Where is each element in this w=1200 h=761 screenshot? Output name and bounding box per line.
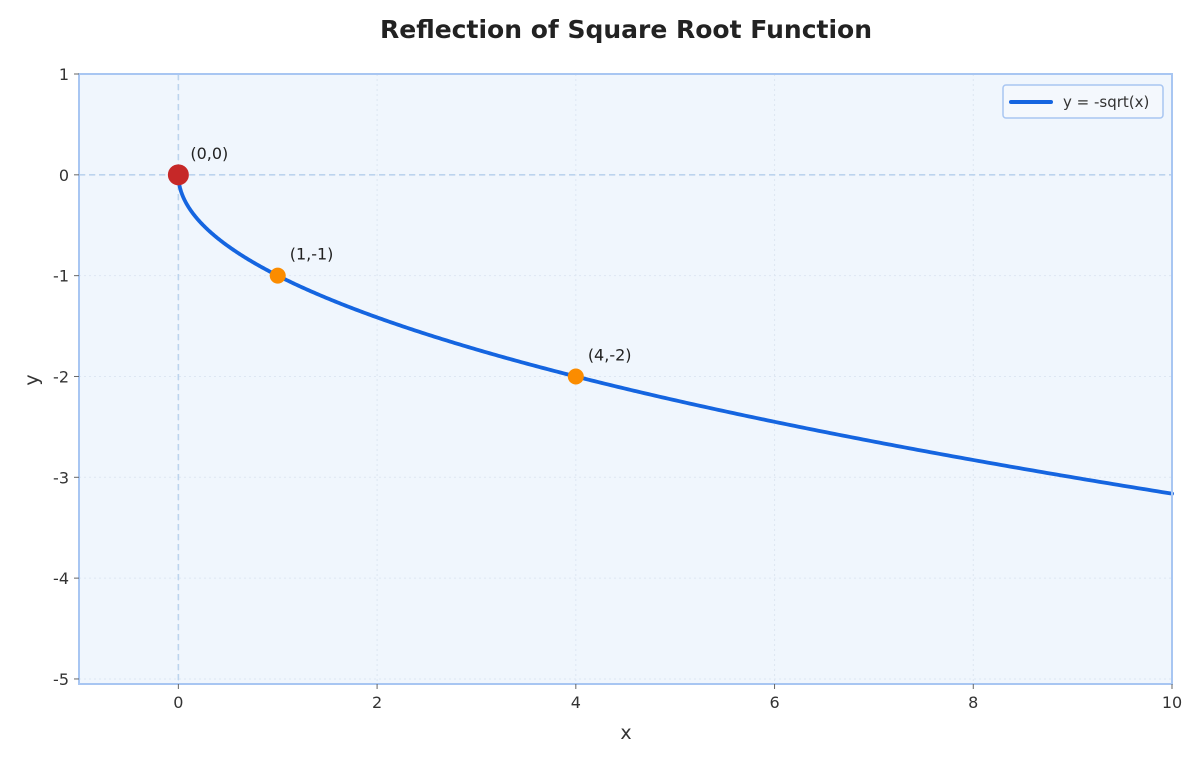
point-marker-2 — [567, 368, 584, 385]
point-marker-1 — [269, 267, 286, 284]
y-axis-label: y — [21, 374, 43, 385]
y-tick-label: 0 — [59, 166, 69, 185]
point-annotation-0: (0,0) — [190, 144, 228, 163]
x-tick-label: 4 — [571, 693, 581, 712]
x-tick-label: 6 — [769, 693, 779, 712]
y-tick-label: -4 — [53, 569, 69, 588]
legend-label: y = -sqrt(x) — [1063, 93, 1149, 111]
x-tick-label: 8 — [968, 693, 978, 712]
x-tick-label: 2 — [372, 693, 382, 712]
x-tick-label: 10 — [1162, 693, 1182, 712]
point-annotation-1: (1,-1) — [290, 245, 334, 264]
y-tick-label: -1 — [53, 267, 69, 286]
y-tick-label: -2 — [53, 367, 69, 386]
x-tick-label: 0 — [173, 693, 183, 712]
chart-title: Reflection of Square Root Function — [380, 15, 872, 44]
y-tick-label: 1 — [59, 65, 69, 84]
x-axis-label: x — [620, 722, 631, 744]
legend: y = -sqrt(x) — [1002, 84, 1164, 119]
highlighted-points: (0,0) (1,-1) (4,-2) — [167, 144, 632, 385]
legend-box — [1002, 84, 1164, 119]
point-annotation-2: (4,-2) — [588, 345, 632, 364]
y-tick-label: -5 — [53, 670, 69, 689]
series-layer — [176, 172, 1174, 496]
series-line-0 — [176, 172, 1174, 496]
plot-area — [79, 74, 1172, 684]
y-tick-label: -3 — [53, 468, 69, 487]
plot-border — [78, 73, 1173, 685]
point-marker-0 — [167, 164, 189, 186]
